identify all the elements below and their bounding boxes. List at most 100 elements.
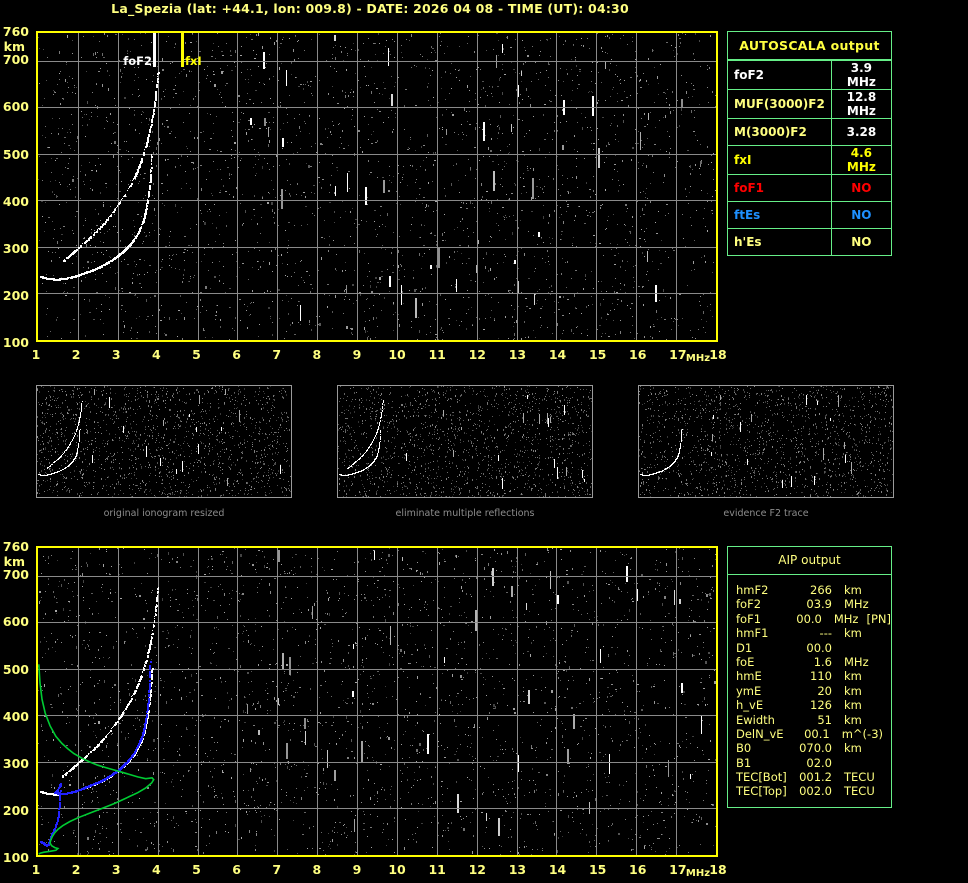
aip-param-extra [862,669,870,683]
bottom-plot-x-label: 12 [461,862,493,877]
aip-param-name: Ewidth [728,713,786,727]
aip-row: hmF2 266 km [728,583,891,597]
bottom-plot-x-label: 16 [622,862,654,877]
mini-panel-original-ionogram[interactable] [36,385,292,498]
main-plot-x-label: 5 [180,347,212,362]
main-plot-x-label: 10 [381,347,413,362]
autoscala-value-ftes: NO [831,201,891,229]
aip-row: hmE 110 km [728,669,891,683]
aip-param-unit: MHz [832,597,869,611]
aip-param-unit [832,641,844,655]
electron-density-profile [38,664,155,855]
aip-param-unit: TECU [832,770,875,784]
aip-param-unit: TECU [832,784,875,798]
bottom-plot-y-label: 200 [3,803,29,818]
main-plot-y-label: 600 [3,99,29,114]
autoscala-key-ftes: ftEs [728,201,832,229]
aip-row: TEC[Top] 002.0 TECU [728,784,891,798]
aip-param-value: 126 [786,698,832,712]
bottom-plot-x-label: 15 [582,862,614,877]
main-plot-y-axis: 760 km 700 600 500 400 300 200 100 [0,24,33,350]
aip-param-extra [844,756,852,770]
aip-param-value: 02.0 [786,756,832,770]
aip-param-extra [869,597,877,611]
main-plot-y-label: 500 [3,147,29,162]
autoscala-row: MUF(3000)F2 12.8 MHz [728,89,891,119]
aip-row: TEC[Bot] 001.2 TECU [728,770,891,784]
aip-param-value: 00.0 [786,641,832,655]
autoscala-output-table: AUTOSCALA output foF2 3.9 MHz MUF(3000)F2 1… [727,31,892,256]
bottom-plot-y-label: 100 [3,850,29,865]
autoscala-value-fof1: NO [831,174,891,202]
mini-panel-eliminate-reflections[interactable] [337,385,593,498]
main-plot-x-label: 3 [100,347,132,362]
aip-row: ymE 20 km [728,684,891,698]
aip-param-name: ymE [728,684,786,698]
aip-param-extra [875,784,883,798]
bottom-plot-x-label: 13 [501,862,533,877]
aip-title: AIP output [728,547,891,575]
bottom-plot-x-label: 1 [20,862,52,877]
mini-plot-canvas [338,386,592,497]
aip-param-value: 00.1 [785,727,830,741]
mini-panel-caption-1: original ionogram resized [36,508,292,519]
main-plot-x-unit: MHz [686,353,710,364]
bottom-plot-x-label: 5 [180,862,212,877]
bottom-plot-y-label: 500 [3,662,29,677]
aip-param-extra [869,655,877,669]
main-plot-y-label: 200 [3,288,29,303]
mini-panel-evidence-f2-trace[interactable] [638,385,894,498]
autoscala-key-fxi: fxI [728,145,832,175]
main-plot-x-label: 18 [702,347,734,362]
main-plot-x-label: 13 [501,347,533,362]
bottom-plot-x-label: 3 [100,862,132,877]
aip-param-unit: km [832,698,862,712]
aip-row: hmF1 --- km [728,626,891,640]
main-plot-y-label-max: 760 [3,24,29,39]
bottom-plot-x-axis: 1 2 3 4 5 6 7 8 9 10 11 12 13 14 15 16 17 18 MHz [0,859,760,881]
mini-plot-canvas [37,386,291,497]
aip-param-value: 001.2 [786,770,832,784]
main-plot-y-label: 400 [3,194,29,209]
main-plot-y-label: 100 [3,335,29,350]
aip-param-value: --- [786,626,832,640]
aip-param-name: TEC[Bot] [728,770,787,784]
autoscala-row: h'Es NO [728,228,891,255]
main-plot-y-label: 300 [3,241,29,256]
main-plot-y-unit: km [4,39,25,54]
autoscala-rows: foF2 3.9 MHz MUF(3000)F2 12.8 MHz M(3000)F2 3… [728,60,891,255]
aip-param-value: 51 [786,713,832,727]
bottom-plot-x-label: 18 [702,862,734,877]
main-plot-x-label: 2 [60,347,92,362]
aip-output-table: AIP output hmF2 266 km foF2 03.9 MHz foF1 00.0 M… [727,546,892,808]
bottom-plot-x-label: 10 [381,862,413,877]
aip-param-name: foF1 [728,612,781,626]
bottom-plot-x-label: 6 [221,862,253,877]
autoscala-title: AUTOSCALA output [728,32,891,60]
autoscala-key-m3000f2: M(3000)F2 [728,118,832,146]
aip-rows: hmF2 266 km foF2 03.9 MHz foF1 00.0 MHz [PN] hmF1-… [728,575,891,807]
main-plot-x-label: 7 [261,347,293,362]
main-plot-x-label: 11 [421,347,453,362]
main-ionogram-panel[interactable]: foF2 fxI [36,31,718,342]
main-plot-x-label: 14 [542,347,574,362]
aip-param-unit: MHz [832,655,869,669]
aip-param-name: hmF2 [728,583,786,597]
autoscala-key-muf3000f2: MUF(3000)F2 [728,89,832,119]
page-title: La_Spezia (lat: +44.1, lon: 009.8) - DAT… [0,1,740,16]
aip-param-extra [862,583,870,597]
autoscala-row: foF2 3.9 MHz [728,60,891,90]
bottom-plot-x-label: 17 [662,862,694,877]
aip-param-value: 070.0 [786,741,832,755]
aip-param-name: foF2 [728,597,786,611]
autoscala-value-m3000f2: 3.28 [831,118,891,146]
aip-param-value: 002.0 [786,784,832,798]
aip-param-value: 1.6 [786,655,832,669]
bottom-plot-y-label-max: 760 [3,539,29,554]
aip-param-name: hmF1 [728,626,786,640]
bottom-ionogram-panel[interactable] [36,546,718,857]
bottom-plot-x-label: 9 [341,862,373,877]
aip-param-extra [862,713,870,727]
main-plot-x-label: 9 [341,347,373,362]
marker-line-fof2 [153,33,156,67]
